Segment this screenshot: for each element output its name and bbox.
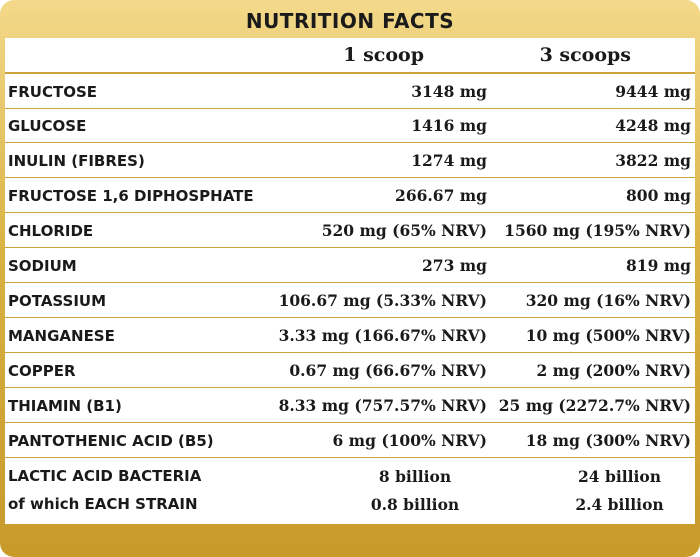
table-row: THIAMIN (B1) 8.33 mg (757.57% NRV) 25 mg… [5,389,695,423]
table-row: INULIN (FIBRES) 1274 mg 3822 mg [5,144,695,178]
header-1-scoop: 1 scoop [343,44,424,66]
nutrient-name: PANTOTHENIC ACID (B5) [8,431,214,450]
bacteria-name-line1: LACTIC ACID BACTERIA [8,467,202,485]
value-3-scoops: 18 mg (300% NRV) [525,431,691,450]
value-3-scoops: 800 mg [626,186,691,205]
value-1-scoop: 106.67 mg (5.33% NRV) [278,291,487,310]
table-row: COPPER 0.67 mg (66.67% NRV) 2 mg (200% N… [5,354,695,388]
value-1-scoop: 273 mg [422,256,487,275]
panel-title: NUTRITION FACTS [245,9,455,33]
nutrition-table: 1 scoop 3 scoops FRUCTOSE 3148 mg 9444 m… [5,38,695,524]
table-row: GLUCOSE 1416 mg 4248 mg [5,109,695,143]
value-3-scoops: 819 mg [626,256,691,275]
bacteria-values-3-scoops: 24 billion 2.4 billion [496,460,695,522]
value-3-scoops: 4248 mg [615,116,691,135]
value-1-scoop: 3148 mg [411,82,487,101]
value-3-scoops: 3822 mg [615,151,691,170]
value-3-scoops: 9444 mg [615,82,691,101]
value-1-scoop: 266.67 mg [395,186,487,205]
table-row: SODIUM 273 mg 819 mg [5,249,695,283]
table-row: FRUCTOSE 3148 mg 9444 mg [5,75,695,109]
nutrient-name: THIAMIN (B1) [8,396,122,415]
table-row: POTASSIUM 106.67 mg (5.33% NRV) 320 mg (… [5,284,695,318]
nutrient-name: GLUCOSE [8,116,87,135]
bacteria-v3-line2: 2.4 billion [575,494,664,514]
bacteria-v3-line1: 24 billion [578,466,661,486]
nutrient-name: FRUCTOSE 1,6 DIPHOSPHATE [8,186,254,205]
value-1-scoop: 8.33 mg (757.57% NRV) [278,396,487,415]
value-1-scoop: 3.33 mg (166.67% NRV) [278,326,487,345]
table-header: 1 scoop 3 scoops [5,38,695,74]
value-1-scoop: 1416 mg [411,116,487,135]
value-1-scoop: 520 mg (65% NRV) [321,221,487,240]
value-3-scoops: 1560 mg (195% NRV) [504,221,691,240]
value-3-scoops: 25 mg (2272.7% NRV) [498,396,691,415]
value-1-scoop: 0.67 mg (66.67% NRV) [289,361,487,380]
nutrient-name: CHLORIDE [8,221,94,240]
nutrient-name: FRUCTOSE [8,82,98,101]
title-bar: NUTRITION FACTS [3,3,697,39]
bacteria-values-1-scoop: 8 billion 0.8 billion [260,460,496,522]
value-3-scoops: 2 mg (200% NRV) [536,361,692,380]
table-row: PANTOTHENIC ACID (B5) 6 mg (100% NRV) 18… [5,424,695,458]
bacteria-names: LACTIC ACID BACTERIA of which EACH STRAI… [5,460,260,522]
nutrient-name: MANGANESE [8,326,115,345]
value-3-scoops: 10 mg (500% NRV) [525,326,691,345]
nutrient-name: INULIN (FIBRES) [8,151,145,170]
bacteria-v1-line1: 8 billion [378,466,452,486]
value-1-scoop: 6 mg (100% NRV) [332,431,488,450]
bacteria-v1-line2: 0.8 billion [370,494,460,514]
table-row: FRUCTOSE 1,6 DIPHOSPHATE 266.67 mg 800 m… [5,179,695,213]
nutrient-name: COPPER [8,361,76,380]
bacteria-name-line2: of which EACH STRAIN [8,495,198,513]
table-row: MANGANESE 3.33 mg (166.67% NRV) 10 mg (5… [5,319,695,353]
value-3-scoops: 320 mg (16% NRV) [525,291,691,310]
bacteria-row: LACTIC ACID BACTERIA of which EACH STRAI… [5,460,695,522]
value-1-scoop: 1274 mg [411,151,487,170]
table-row: CHLORIDE 520 mg (65% NRV) 1560 mg (195% … [5,214,695,248]
nutrient-name: POTASSIUM [8,291,107,310]
header-3-scoops: 3 scoops [539,44,631,66]
nutrient-name: SODIUM [8,256,77,275]
